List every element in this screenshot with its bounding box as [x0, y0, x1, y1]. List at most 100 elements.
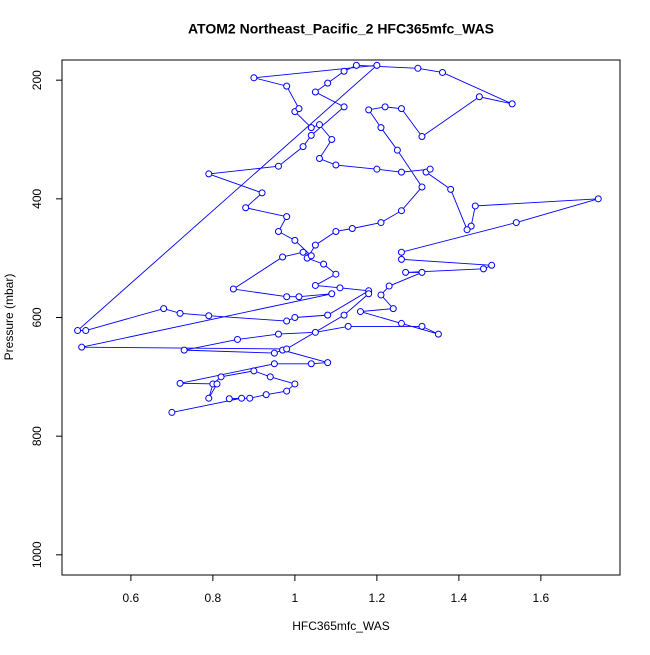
data-point: [418, 183, 426, 191]
data-line: [76, 64, 599, 413]
data-point: [307, 124, 315, 132]
data-point: [270, 349, 278, 357]
data-point: [447, 185, 455, 193]
chart-title: ATOM2 Northeast_Pacific_2 HFC365mfc_WAS: [188, 21, 494, 37]
data-point: [344, 322, 352, 330]
data-point: [377, 124, 385, 132]
data-point: [274, 162, 282, 170]
data-point: [434, 330, 442, 338]
data-point: [348, 225, 356, 233]
data-point: [340, 67, 348, 75]
data-point: [426, 165, 434, 173]
y-tick-label: 600: [30, 307, 44, 327]
data-point: [250, 74, 258, 82]
data-point: [180, 346, 188, 354]
data-point: [340, 311, 348, 319]
plot-frame: [61, 59, 621, 576]
data-point: [320, 260, 328, 268]
data-point: [381, 103, 389, 111]
data-point: [270, 360, 278, 368]
data-point: [82, 327, 90, 335]
data-point: [283, 317, 291, 325]
data-point: [307, 131, 315, 139]
data-point: [274, 227, 282, 235]
data-point: [78, 343, 86, 351]
data-point: [205, 394, 213, 402]
data-point: [512, 219, 520, 227]
data-point: [315, 121, 323, 129]
data-point: [283, 213, 291, 221]
data-point: [283, 82, 291, 90]
data-point: [295, 293, 303, 301]
data-point: [479, 265, 487, 273]
data-point: [250, 367, 258, 375]
data-point: [332, 227, 340, 235]
data-point: [397, 319, 405, 327]
y-axis-label: Pressure (mbar): [2, 274, 16, 361]
data-point: [438, 68, 446, 76]
data-point: [365, 290, 373, 298]
data-point: [283, 345, 291, 353]
data-point: [418, 322, 426, 330]
data-point: [299, 143, 307, 151]
data-point: [328, 136, 336, 144]
data-point: [205, 312, 213, 320]
data-point: [475, 93, 483, 101]
data-point: [389, 305, 397, 313]
x-tick-label: 0.6: [123, 591, 140, 605]
x-axis-label: HFC365mfc_WAS: [292, 619, 390, 633]
data-point: [307, 252, 315, 260]
data-point: [311, 281, 319, 289]
data-point: [340, 103, 348, 111]
data-point: [279, 253, 287, 261]
data-point: [328, 290, 336, 298]
data-point: [311, 328, 319, 336]
data-point: [418, 268, 426, 276]
data-point: [205, 170, 213, 178]
data-point: [242, 204, 250, 212]
data-point: [217, 373, 225, 381]
y-tick-label: 1000: [30, 541, 44, 568]
data-point: [238, 394, 246, 402]
data-point: [246, 394, 254, 402]
data-point: [225, 395, 233, 403]
data-point: [352, 61, 360, 69]
data-point: [168, 408, 176, 416]
data-point: [324, 79, 332, 87]
x-tick-label: 1: [292, 591, 299, 605]
data-point: [274, 330, 282, 338]
x-tick-label: 1.6: [533, 591, 550, 605]
data-point: [213, 380, 221, 388]
data-point: [373, 165, 381, 173]
data-point: [283, 387, 291, 395]
data-point: [488, 261, 496, 269]
data-point: [336, 284, 344, 292]
data-point: [377, 219, 385, 227]
data-point: [291, 314, 299, 321]
data-point: [332, 161, 340, 169]
data-point: [414, 64, 422, 72]
y-tick-label: 200: [30, 70, 44, 90]
data-point: [160, 305, 168, 313]
data-point: [295, 105, 303, 113]
data-point: [324, 359, 332, 367]
data-point: [258, 189, 266, 197]
data-point: [315, 154, 323, 162]
data-point: [508, 100, 516, 108]
data-point: [594, 195, 602, 203]
data-point: [291, 380, 299, 388]
data-point: [365, 106, 373, 114]
data-point: [397, 207, 405, 215]
data-point: [356, 308, 364, 316]
data-point: [332, 270, 340, 278]
data-point: [418, 133, 426, 141]
data-point: [307, 360, 315, 368]
data-point: [262, 391, 270, 399]
y-tick-label: 800: [30, 426, 44, 446]
data-point: [377, 291, 385, 299]
data-point: [299, 248, 307, 256]
x-tick-label: 1.4: [451, 591, 468, 605]
data-point: [402, 268, 410, 276]
data-point: [373, 61, 381, 69]
